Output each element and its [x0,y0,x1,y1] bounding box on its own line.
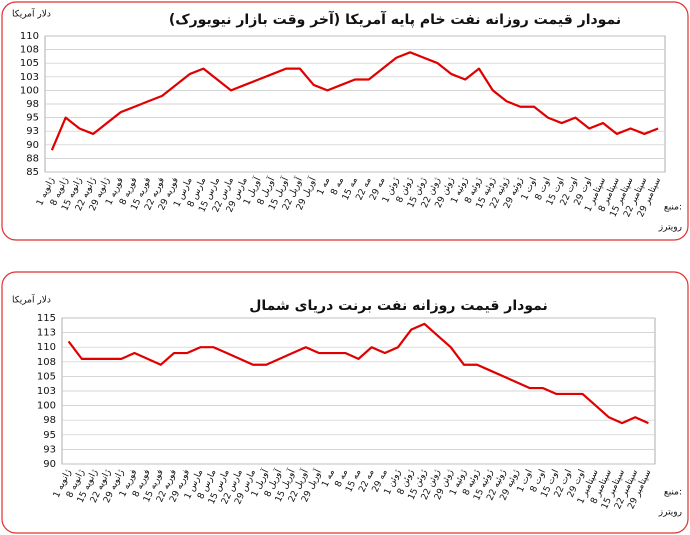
y-tick-label: 105 [37,371,56,382]
y-tick-label: 103 [20,72,39,83]
y-tick-label: 110 [20,31,39,42]
price-line [50,51,659,151]
y-tick-label: 95 [43,430,56,441]
source: رویترز [658,508,682,518]
y-tick-label: 98 [43,415,56,426]
y-tick-label: 100 [20,85,39,96]
chart-title: نمودار قیمت روزانه نفت خام پایه آمریکا (… [169,10,621,28]
chart-frame [1,271,689,534]
y-tick-label: 100 [37,401,56,412]
y-tick-label: 85 [26,167,39,178]
chart-frame [1,1,689,241]
source-label: منبع: [664,488,682,498]
y-axis-label: دلار آمریکا [12,294,51,306]
y-tick-label: 88 [26,153,39,164]
y-tick-label: 103 [37,386,56,397]
y-axis-label: دلار آمریکا [12,8,51,20]
y-tick-label: 108 [37,357,56,368]
y-tick-label: 90 [43,459,56,470]
y-tick-label: 110 [37,342,56,353]
y-tick-label: 113 [37,328,56,339]
source-label: منبع: [664,203,682,213]
y-tick-label: 90 [26,140,39,151]
y-tick-label: 95 [26,113,39,124]
y-tick-label: 98 [26,99,39,110]
source: رویترز [658,223,682,233]
y-tick-label: 93 [26,126,39,137]
y-tick-label: 115 [37,313,56,324]
y-tick-label: 93 [43,444,56,455]
y-tick-label: 105 [20,58,39,69]
y-tick-label: 108 [20,45,39,56]
price-line [67,322,649,425]
chart-title: نمودار قیمت روزانه نفت برنت دریای شمال [249,298,548,314]
